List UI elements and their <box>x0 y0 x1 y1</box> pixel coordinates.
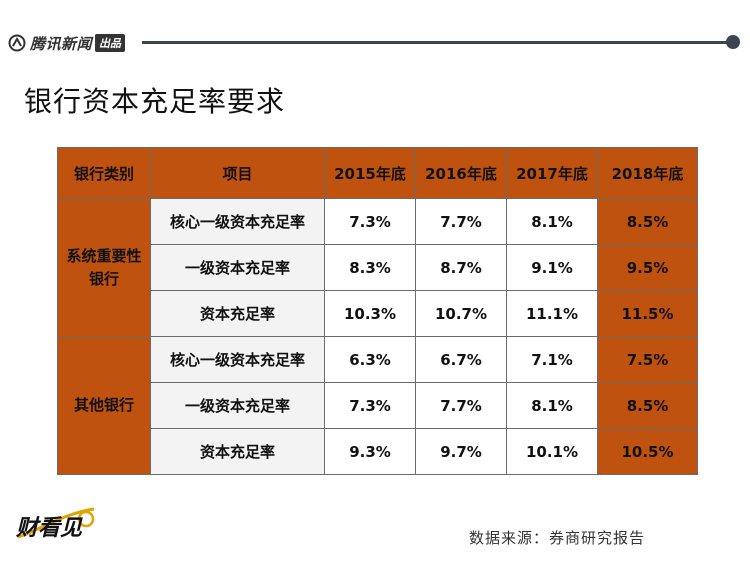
table-row: 系统重要性银行 核心一级资本充足率 7.3% 7.7% 8.1% 8.5% <box>57 198 698 337</box>
item-cell: 一级资本充足率 <box>150 382 325 429</box>
tencent-news-icon <box>8 34 26 52</box>
value-cell: 8.1% <box>506 382 598 429</box>
header-2015: 2015年底 <box>324 147 416 199</box>
brand-logo: 腾讯新闻 出品 <box>8 31 126 55</box>
item-cell: 核心一级资本充足率 <box>150 336 325 383</box>
table-row: 一级资本充足率 8.3% 8.7% 9.1% 9.5% <box>58 244 698 291</box>
value-cell: 9.7% <box>415 428 507 475</box>
item-cell: 一级资本充足率 <box>150 244 325 291</box>
value-cell: 7.7% <box>415 198 507 245</box>
brand-name: 腾讯新闻 <box>30 34 93 53</box>
item-cell: 资本充足率 <box>150 428 325 475</box>
value-cell: 9.1% <box>506 244 598 291</box>
page-title: 银行资本充足率要求 <box>24 85 286 118</box>
value-cell: 10.1% <box>506 428 598 475</box>
value-cell-2018: 7.5% <box>597 336 698 383</box>
value-cell-2018: 8.5% <box>597 198 698 245</box>
table-row: 一级资本充足率 7.3% 7.7% 8.1% 8.5% <box>58 382 698 429</box>
header-rule <box>142 41 732 44</box>
header-bank-type: 银行类别 <box>57 147 151 199</box>
table-row: 其他银行 核心一级资本充足率 6.3% 6.7% 7.1% 7.5% <box>57 336 698 475</box>
brand-badge: 出品 <box>95 34 126 52</box>
value-cell: 8.1% <box>506 198 598 245</box>
item-cell: 资本充足率 <box>150 290 325 337</box>
value-cell: 7.7% <box>415 382 507 429</box>
value-cell: 7.3% <box>324 198 416 245</box>
header-2017: 2017年底 <box>506 147 598 199</box>
bank-type-label: 系统重要性银行 <box>66 247 142 288</box>
value-cell: 10.3% <box>324 290 416 337</box>
value-cell-2018: 9.5% <box>597 244 698 291</box>
value-cell: 6.7% <box>415 336 507 383</box>
table-row: 资本充足率 10.3% 10.7% 11.1% 11.5% <box>58 290 698 337</box>
value-cell: 9.3% <box>324 428 416 475</box>
bank-type-label: 其他银行 <box>73 396 134 415</box>
caikanjian-logo: 财看见 <box>15 507 95 541</box>
capital-requirement-table: 银行类别 项目 2015年底 2016年底 2017年底 2018年底 系统重要… <box>57 147 698 475</box>
header-2018: 2018年底 <box>597 147 698 199</box>
header-dot <box>726 35 740 49</box>
value-cell: 10.7% <box>415 290 507 337</box>
table-header-row: 银行类别 项目 2015年底 2016年底 2017年底 2018年底 <box>57 147 698 199</box>
item-cell: 核心一级资本充足率 <box>150 198 325 245</box>
data-source: 数据来源：券商研究报告 <box>469 529 646 547</box>
header-item: 项目 <box>150 147 325 199</box>
value-cell: 6.3% <box>324 336 416 383</box>
value-cell: 8.3% <box>324 244 416 291</box>
bank-type-cell: 其他银行 <box>57 336 151 475</box>
header-2016: 2016年底 <box>415 147 507 199</box>
value-cell-2018: 8.5% <box>597 382 698 429</box>
value-cell: 7.3% <box>324 382 416 429</box>
table-row: 资本充足率 9.3% 9.7% 10.1% 10.5% <box>58 428 698 475</box>
value-cell: 8.7% <box>415 244 507 291</box>
value-cell-2018: 11.5% <box>597 290 698 337</box>
value-cell: 7.1% <box>506 336 598 383</box>
value-cell: 11.1% <box>506 290 598 337</box>
footer-logo-text: 财看见 <box>15 516 83 541</box>
bank-type-cell: 系统重要性银行 <box>57 198 151 337</box>
requirement-table: 银行类别 项目 2015年底 2016年底 2017年底 2018年底 系统重要… <box>57 147 698 475</box>
value-cell-2018: 10.5% <box>597 428 698 475</box>
